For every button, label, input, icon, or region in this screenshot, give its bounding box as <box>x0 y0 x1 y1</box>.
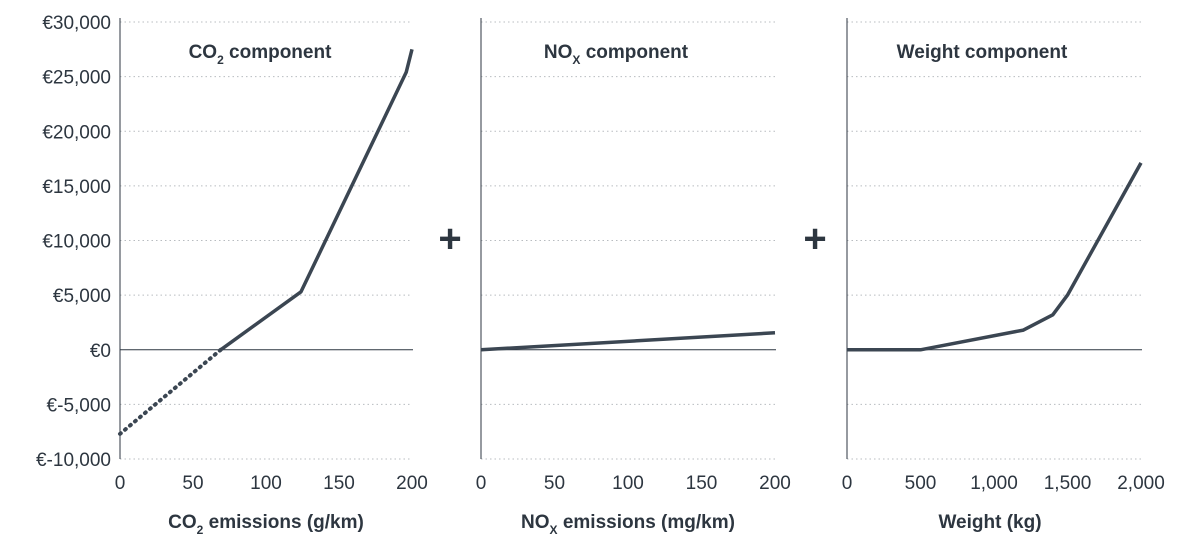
y-tick-label: €15,000 <box>42 177 111 198</box>
panel-3-x-tick-label: 1,500 <box>1044 473 1092 494</box>
panel-2-title: NOX​ component <box>544 42 689 67</box>
panel-1-x-axis-title-subscript: 2 <box>197 523 204 536</box>
panel-3-series-line <box>847 162 1143 352</box>
y-tick-label: €30,000 <box>42 13 111 34</box>
panel-3-x-tick-label: 500 <box>905 473 937 494</box>
panel-2-x-tick-label: 50 <box>544 473 565 494</box>
plus-operator: + <box>438 217 461 261</box>
panel-2-x-tick-label: 150 <box>686 473 718 494</box>
panel-1-series-line-dotted <box>118 347 223 436</box>
panel-1-title-subscript: 2 <box>217 53 224 67</box>
y-tick-label: €20,000 <box>42 122 111 143</box>
panel-3-x-tick-label: 1,000 <box>970 473 1018 494</box>
panel-2-x-tick-label: 100 <box>612 473 644 494</box>
panel-1-title-part: CO <box>189 42 218 63</box>
y-tick-label: €25,000 <box>42 68 111 89</box>
panel-2-title-part: NO <box>544 42 573 63</box>
panel-3-x-axis-title-part: Weight (kg) <box>938 512 1041 533</box>
panel-1-x-axis-title: CO2​ emissions (g/km) <box>168 512 364 536</box>
panel-2-series-line <box>480 331 776 352</box>
y-tick-label: €5,000 <box>53 286 111 307</box>
panel-2-x-tick-label: 200 <box>759 473 791 494</box>
panel-1-title-part: component <box>224 42 332 63</box>
panel-2-title-subscript: X <box>572 53 580 67</box>
panel-3-x-tick-label: 2,000 <box>1117 473 1165 494</box>
panel-2-x-axis-title: NOX​ emissions (mg/km) <box>521 512 735 536</box>
y-tick-label: €0 <box>90 341 111 362</box>
panel-3-x-axis-title: Weight (kg) <box>938 512 1041 533</box>
panel-1-x-tick-label: 50 <box>182 473 203 494</box>
panel-2-x-tick-label: 0 <box>476 473 487 494</box>
panel-1-x-tick-label: 0 <box>115 473 126 494</box>
panel-3-x-tick-label: 0 <box>842 473 853 494</box>
panel-3-title-part: Weight component <box>897 42 1068 63</box>
plus-operator: + <box>803 217 826 261</box>
y-tick-label: €-10,000 <box>36 450 111 471</box>
panel-1-x-axis-title-part: CO <box>168 512 197 533</box>
panel-1-x-axis-title-part: emissions (g/km) <box>203 512 364 533</box>
panel-1-x-tick-label: 150 <box>323 473 355 494</box>
panel-3-title: Weight component <box>897 42 1068 63</box>
panel-2-x-axis-title-part: NO <box>521 512 550 533</box>
panel-2-x-axis-title-part: emissions (mg/km) <box>558 512 735 533</box>
y-tick-label: €-5,000 <box>47 395 111 416</box>
panel-1-title: CO2​ component <box>189 42 333 67</box>
panel-2-x-axis-title-subscript: X <box>550 523 558 536</box>
panel-1-x-tick-label: 200 <box>396 473 428 494</box>
panel-2-title-part: component <box>580 42 688 63</box>
y-tick-label: €10,000 <box>42 232 111 253</box>
panel-1-series-line <box>219 48 414 352</box>
panel-1-x-tick-label: 100 <box>250 473 282 494</box>
